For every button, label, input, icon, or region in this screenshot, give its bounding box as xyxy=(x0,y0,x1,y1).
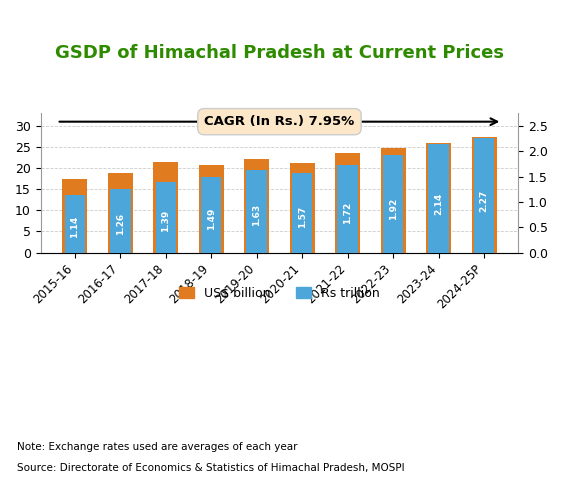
Text: 17.45: 17.45 xyxy=(70,205,79,234)
Text: 2.27: 2.27 xyxy=(480,190,489,212)
Bar xyxy=(65,195,85,252)
Bar xyxy=(199,165,224,252)
Bar xyxy=(292,173,312,252)
Bar xyxy=(108,174,133,252)
Text: 1.26: 1.26 xyxy=(116,213,125,235)
Title: GSDP of Himachal Pradesh at Current Prices: GSDP of Himachal Pradesh at Current Pric… xyxy=(55,43,504,62)
Bar xyxy=(383,155,403,252)
Text: 24.84: 24.84 xyxy=(388,191,397,220)
Text: Note: Exchange rates used are averages of each year: Note: Exchange rates used are averages o… xyxy=(17,442,297,452)
Text: 21.24: 21.24 xyxy=(298,198,307,227)
Bar xyxy=(155,182,176,252)
Text: 1.14: 1.14 xyxy=(70,216,79,238)
Text: 21.5: 21.5 xyxy=(161,201,170,223)
Text: 1.39: 1.39 xyxy=(161,210,170,232)
Bar xyxy=(247,170,267,252)
Text: Source: Directorate of Economics & Statistics of Himachal Pradesh, MOSPI: Source: Directorate of Economics & Stati… xyxy=(17,463,404,473)
Text: 1.63: 1.63 xyxy=(252,204,261,227)
Bar xyxy=(201,177,221,252)
Bar xyxy=(244,159,269,252)
Bar xyxy=(472,137,497,252)
Legend: US$ billion, Rs trillion: US$ billion, Rs trillion xyxy=(175,282,385,305)
Text: 22.22: 22.22 xyxy=(252,196,261,225)
Bar xyxy=(110,189,131,252)
Bar xyxy=(290,163,315,252)
Text: 1.72: 1.72 xyxy=(343,202,352,225)
Bar xyxy=(337,165,358,252)
Text: 27.27: 27.27 xyxy=(480,186,489,215)
Text: 2.14: 2.14 xyxy=(434,193,443,215)
Text: 20.71: 20.71 xyxy=(207,199,216,228)
Bar xyxy=(62,179,87,252)
Bar xyxy=(335,153,360,252)
Text: 1.92: 1.92 xyxy=(388,197,397,220)
Text: CAGR (In Rs.) 7.95%: CAGR (In Rs.) 7.95% xyxy=(204,115,355,128)
Text: 1.49: 1.49 xyxy=(207,207,216,230)
Bar xyxy=(153,162,178,252)
Bar xyxy=(426,143,451,252)
Bar xyxy=(428,144,449,252)
Text: 18.73: 18.73 xyxy=(116,203,125,231)
Text: 1.57: 1.57 xyxy=(298,206,307,228)
Text: 25.92: 25.92 xyxy=(434,189,443,217)
Bar xyxy=(381,148,405,252)
Text: 23.58: 23.58 xyxy=(343,194,352,222)
Bar xyxy=(474,138,494,252)
